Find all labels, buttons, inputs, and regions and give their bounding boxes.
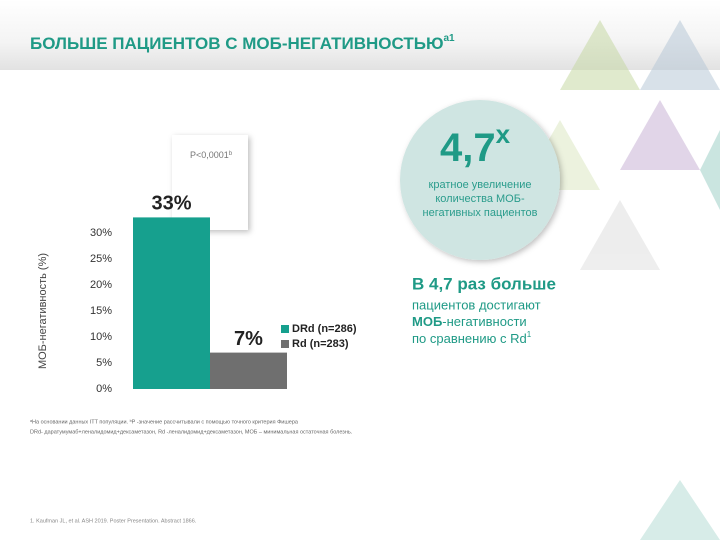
title-superscript: a1 [444, 33, 456, 44]
y-axis-title: МОБ-негативность (%) [37, 253, 49, 369]
y-tick-label: 25% [90, 253, 112, 265]
footnote: ᵃНа основании данных ITT популяции. ᵇP -… [30, 418, 299, 425]
value-label: 7% [234, 328, 263, 350]
value-label: 33% [151, 193, 191, 215]
callout-line: негативных пациентов [423, 207, 538, 219]
y-tick-label: 20% [90, 279, 112, 291]
callout-line: количества МОБ- [435, 193, 525, 205]
reference: 1. Kaufman JL, et al. ASH 2019. Poster P… [30, 518, 197, 524]
legend-label: DRd (n=286) [292, 323, 357, 335]
summary-heading: В 4,7 раз больше [412, 274, 556, 293]
summary-superscript: 1 [527, 330, 532, 339]
p-value: P<0,0001b [190, 150, 233, 160]
legend-label: Rd (n=283) [292, 338, 349, 350]
bar [210, 352, 287, 389]
bar [133, 217, 210, 389]
y-tick-label: 15% [90, 305, 112, 317]
callout-superscript: x [496, 119, 511, 149]
summary-text: по сравнению с Rd [412, 331, 527, 346]
title-text: БОЛЬШЕ ПАЦИЕНТОВ С МОБ-НЕГАТИВНОСТЬЮ [30, 34, 444, 53]
callout-value: 4,7x [440, 119, 511, 170]
y-tick-label: 30% [90, 227, 112, 239]
callout-circle [400, 100, 560, 260]
decoration [520, 20, 720, 540]
p-value-text: P<0,0001 [190, 150, 229, 160]
p-value-superscript: b [229, 151, 233, 157]
y-tick-label: 10% [90, 331, 112, 343]
slide-title: БОЛЬШЕ ПАЦИЕНТОВ С МОБ-НЕГАТИВНОСТЬЮa1 [30, 33, 455, 54]
p-value-box [172, 135, 248, 230]
summary-line: по сравнению с Rd1 [412, 330, 532, 346]
summary-line: пациентов достигают [412, 297, 541, 312]
footnote: DRd- даратумумаб+леналидомид+дексаметазо… [30, 429, 353, 435]
callout-number: 4,7 [440, 126, 496, 170]
callout-line: кратное увеличение [429, 179, 532, 191]
legend-swatch [281, 340, 289, 348]
y-tick-label: 5% [96, 357, 112, 369]
summary-bold: МОБ [412, 314, 442, 329]
y-tick-label: 0% [96, 383, 112, 395]
legend-swatch [281, 325, 289, 333]
summary-line: МОБ-негативности [412, 314, 527, 329]
summary-text: -негативности [442, 314, 526, 329]
